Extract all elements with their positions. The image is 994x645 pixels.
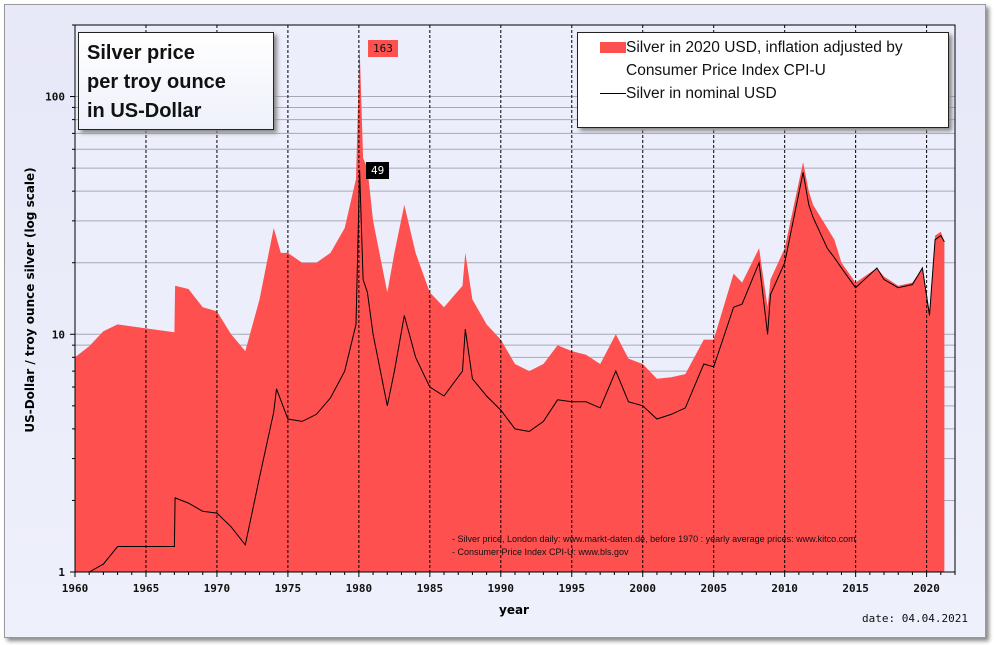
legend-label-real-1: Silver in 2020 USD, inflation adjusted b… <box>626 39 903 56</box>
title-line-1: Silver price <box>87 42 195 64</box>
date-label: date: 04.04.2021 <box>862 612 968 625</box>
x-tick-label: 2015 <box>842 582 869 595</box>
legend: Silver in 2020 USD, inflation adjusted b… <box>577 32 949 128</box>
x-axis-label: year <box>499 603 529 617</box>
x-tick-label: 1960 <box>62 582 89 595</box>
y-axis-label: US-Dollar / troy ounce silver (log scale… <box>23 167 37 433</box>
peak-label-nominal: 49 <box>366 162 390 179</box>
legend-label-nominal: Silver in nominal USD <box>626 85 777 102</box>
nominal-price-line <box>75 170 945 573</box>
legend-swatch-nominal <box>600 93 626 94</box>
source-line-1: - Silver price, London daily: www.markt-… <box>452 534 856 544</box>
x-tick-label: 1965 <box>133 582 160 595</box>
legend-swatch-real <box>600 42 626 53</box>
chart-title: Silver price per troy ounce in US-Dollar <box>78 32 274 130</box>
y-tick-label: 10 <box>52 328 65 341</box>
x-tick-label: 1970 <box>204 582 231 595</box>
x-tick-label: 2005 <box>700 582 727 595</box>
source-line-2: - Consumer Price Index CPI-U: www.bls.go… <box>452 547 629 557</box>
legend-item-nominal: Silver in nominal USD <box>600 82 948 105</box>
title-line-2: per troy ounce <box>87 71 226 93</box>
x-tick-label: 1980 <box>346 582 373 595</box>
legend-item-real: Silver in 2020 USD, inflation adjusted b… <box>600 36 948 82</box>
x-tick-label: 2000 <box>629 582 656 595</box>
x-tick-label: 2020 <box>913 582 940 595</box>
title-line-3: in US-Dollar <box>87 100 202 122</box>
y-tick-label: 1 <box>58 566 65 579</box>
y-tick-label: 100 <box>45 91 65 104</box>
x-tick-label: 1975 <box>275 582 302 595</box>
x-tick-label: 1985 <box>417 582 444 595</box>
x-tick-label: 1990 <box>488 582 515 595</box>
peak-label-real: 163 <box>368 40 398 57</box>
legend-label-real-2: Consumer Price Index CPI-U <box>626 62 826 79</box>
x-tick-label: 2010 <box>771 582 798 595</box>
source-note: - Silver price, London daily: www.markt-… <box>452 533 856 559</box>
real-price-area <box>75 46 945 573</box>
x-tick-label: 1995 <box>559 582 586 595</box>
